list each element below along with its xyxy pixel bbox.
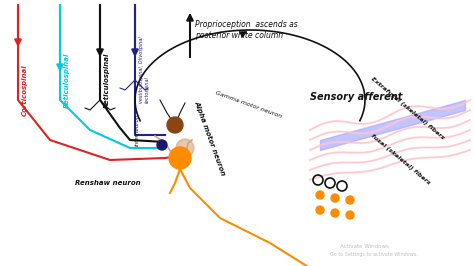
- Text: Alpha motor neuron: Alpha motor neuron: [193, 99, 226, 176]
- Circle shape: [331, 194, 339, 202]
- Circle shape: [316, 191, 324, 199]
- Text: Reticulospinal: Reticulospinal: [104, 52, 110, 108]
- Circle shape: [157, 140, 167, 150]
- Text: Sensory afferent: Sensory afferent: [310, 92, 402, 102]
- Text: Proprioception  ascends as
posterior white column: Proprioception ascends as posterior whit…: [195, 20, 298, 40]
- Text: Activate Windows: Activate Windows: [340, 244, 389, 249]
- Circle shape: [346, 196, 354, 204]
- Text: Go to Settings to activate Windows.: Go to Settings to activate Windows.: [330, 252, 418, 257]
- Circle shape: [346, 211, 354, 219]
- Text: fusal (skeletal) fibers: fusal (skeletal) fibers: [370, 134, 431, 186]
- Circle shape: [167, 117, 183, 133]
- Text: Renshaw neuron: Renshaw neuron: [75, 180, 141, 186]
- Text: Extrafusal (skeletal) fibers: Extrafusal (skeletal) fibers: [370, 77, 445, 141]
- Text: Reticulospinal: Reticulospinal: [64, 52, 70, 108]
- Circle shape: [169, 147, 191, 169]
- Text: vestibulospinal, Olivospinal
tectospinal: vestibulospinal, Olivospinal tectospinal: [139, 37, 150, 103]
- Text: Gamma motor neuron: Gamma motor neuron: [215, 90, 283, 119]
- Text: Interneuron: Interneuron: [135, 114, 140, 146]
- Text: Corticospinal: Corticospinal: [22, 64, 28, 116]
- Circle shape: [316, 206, 324, 214]
- Circle shape: [331, 209, 339, 217]
- Circle shape: [176, 139, 194, 157]
